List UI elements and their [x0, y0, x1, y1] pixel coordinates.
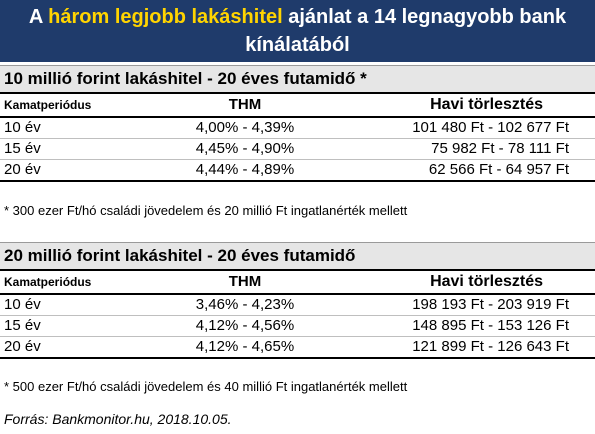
- table-header-row: Kamatperiódus THM Havi törlesztés: [0, 94, 595, 118]
- table-footnote: * 300 ezer Ft/hó családi jövedelem és 20…: [4, 203, 408, 218]
- loan-table-10m: 10 millió forint lakáshitel - 20 éves fu…: [0, 65, 595, 182]
- header-text-post: ajánlat a 14 legnagyobb bank: [282, 6, 567, 28]
- table-row: 15 év 4,12% - 4,56% 148 895 Ft - 153 126…: [0, 316, 595, 337]
- cell-payment: 148 895 Ft - 153 126 Ft: [412, 317, 569, 334]
- table-row: 10 év 4,00% - 4,39% 101 480 Ft - 102 677…: [0, 118, 595, 139]
- header-line-1: A három legjobb lakáshitel ajánlat a 14 …: [0, 3, 595, 31]
- cell-period: 10 év: [4, 119, 41, 136]
- table-row: 15 év 4,45% - 4,90% 75 982 Ft - 78 111 F…: [0, 139, 595, 160]
- cell-thm: 3,46% - 4,23%: [195, 296, 295, 313]
- cell-payment: 121 899 Ft - 126 643 Ft: [412, 338, 569, 355]
- cell-thm: 4,12% - 4,56%: [195, 317, 295, 334]
- header-line-2: kínálatából: [245, 34, 350, 56]
- cell-period: 10 év: [4, 296, 41, 313]
- column-header-payment: Havi törlesztés: [430, 273, 543, 290]
- cell-period: 20 év: [4, 161, 41, 178]
- cell-thm: 4,45% - 4,90%: [195, 140, 295, 157]
- cell-payment: 198 193 Ft - 203 919 Ft: [412, 296, 569, 313]
- cell-period: 15 év: [4, 317, 41, 334]
- column-header-thm: THM: [228, 96, 262, 113]
- column-header-thm: THM: [228, 273, 262, 290]
- table-title: 20 millió forint lakáshitel - 20 éves fu…: [0, 242, 595, 271]
- cell-thm: 4,44% - 4,89%: [195, 161, 295, 178]
- table-title: 10 millió forint lakáshitel - 20 éves fu…: [0, 65, 595, 94]
- header-highlight: három legjobb lakáshitel: [48, 6, 283, 28]
- loan-table-20m: 20 millió forint lakáshitel - 20 éves fu…: [0, 242, 595, 359]
- table-row: 20 év 4,12% - 4,65% 121 899 Ft - 126 643…: [0, 337, 595, 359]
- column-header-period: Kamatperiódus: [4, 275, 92, 289]
- page-header: A három legjobb lakáshitel ajánlat a 14 …: [0, 0, 595, 62]
- table-header-row: Kamatperiódus THM Havi törlesztés: [0, 271, 595, 295]
- column-header-period: Kamatperiódus: [4, 98, 92, 112]
- cell-period: 20 év: [4, 338, 41, 355]
- table-row: 10 év 3,46% - 4,23% 198 193 Ft - 203 919…: [0, 295, 595, 316]
- source-credit: Forrás: Bankmonitor.hu, 2018.10.05.: [4, 411, 232, 427]
- table-footnote: * 500 ezer Ft/hó családi jövedelem és 40…: [4, 379, 408, 394]
- cell-payment: 62 566 Ft - 64 957 Ft: [428, 161, 569, 178]
- cell-period: 15 év: [4, 140, 41, 157]
- cell-payment: 75 982 Ft - 78 111 Ft: [431, 140, 569, 157]
- cell-payment: 101 480 Ft - 102 677 Ft: [412, 119, 569, 136]
- header-text-pre: A: [28, 6, 49, 28]
- cell-thm: 4,00% - 4,39%: [195, 119, 295, 136]
- table-row: 20 év 4,44% - 4,89% 62 566 Ft - 64 957 F…: [0, 160, 595, 182]
- column-header-payment: Havi törlesztés: [430, 96, 543, 113]
- cell-thm: 4,12% - 4,65%: [195, 338, 295, 355]
